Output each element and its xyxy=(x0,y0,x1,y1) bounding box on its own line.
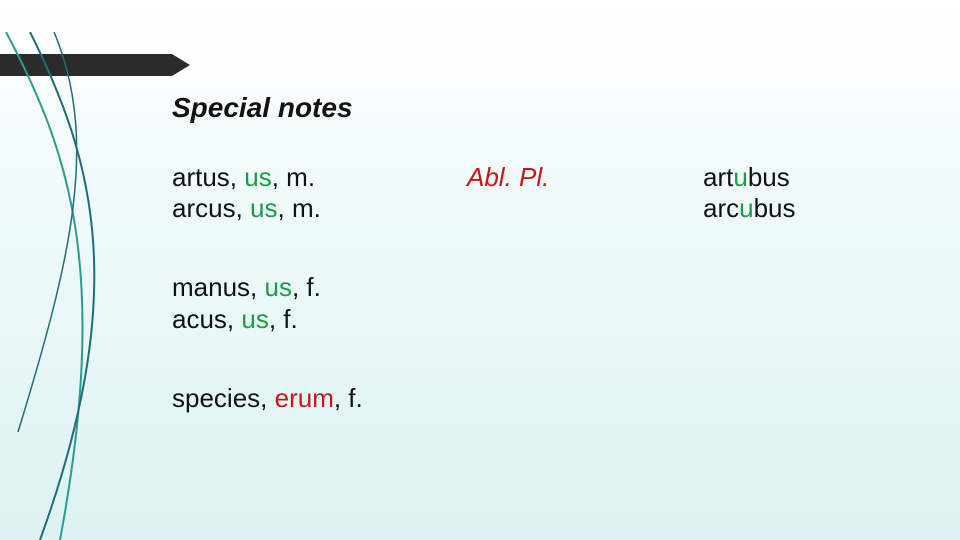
highlight-ending: us xyxy=(241,304,268,334)
leaf-curves-decoration xyxy=(0,32,200,540)
noun-group-3: species, erum, f. xyxy=(172,383,912,414)
noun-cell: species, erum, f. xyxy=(172,383,467,414)
noun-row: species, erum, f. xyxy=(172,383,912,414)
highlight-ending: us xyxy=(265,272,292,302)
noun-row: arcus, us, m. arcubus xyxy=(172,193,912,224)
noun-row: artus, us, m. Abl. Pl. artubus xyxy=(172,162,912,193)
noun-cell: artus, us, m. xyxy=(172,162,467,193)
highlight-ending: erum xyxy=(275,383,334,413)
text: acus, xyxy=(172,304,241,334)
noun-cell: arcus, us, m. xyxy=(172,193,467,224)
text: arc xyxy=(703,193,739,223)
text: , f. xyxy=(292,272,321,302)
text: art xyxy=(703,162,733,192)
noun-cell: acus, us, f. xyxy=(172,304,467,335)
noun-cell: manus, us, f. xyxy=(172,272,467,303)
form-cell: artubus xyxy=(703,162,903,193)
highlight-ending: u xyxy=(733,162,747,192)
text: , f. xyxy=(334,383,363,413)
slide: Special notes artus, us, m. Abl. Pl. art… xyxy=(0,0,960,540)
slide-title: Special notes xyxy=(172,92,353,124)
highlight-ending: us xyxy=(244,162,271,192)
text: bus xyxy=(748,162,790,192)
slide-body: artus, us, m. Abl. Pl. artubus arcus, us… xyxy=(172,162,912,462)
text: , f. xyxy=(269,304,298,334)
text: species, xyxy=(172,383,275,413)
noun-row: manus, us, f. xyxy=(172,272,912,303)
text: bus xyxy=(754,193,796,223)
text: arcus, xyxy=(172,193,250,223)
top-accent-bar xyxy=(0,54,172,76)
noun-group-2: manus, us, f. acus, us, f. xyxy=(172,272,912,334)
case-label: Abl. Pl. xyxy=(467,162,703,193)
text: , m. xyxy=(278,193,321,223)
noun-group-1: artus, us, m. Abl. Pl. artubus arcus, us… xyxy=(172,162,912,224)
noun-row: acus, us, f. xyxy=(172,304,912,335)
highlight-ending: u xyxy=(739,193,753,223)
text: manus, xyxy=(172,272,265,302)
case-label-empty xyxy=(467,193,703,224)
text: artus, xyxy=(172,162,244,192)
form-cell: arcubus xyxy=(703,193,903,224)
highlight-ending: us xyxy=(250,193,277,223)
text: , m. xyxy=(272,162,315,192)
